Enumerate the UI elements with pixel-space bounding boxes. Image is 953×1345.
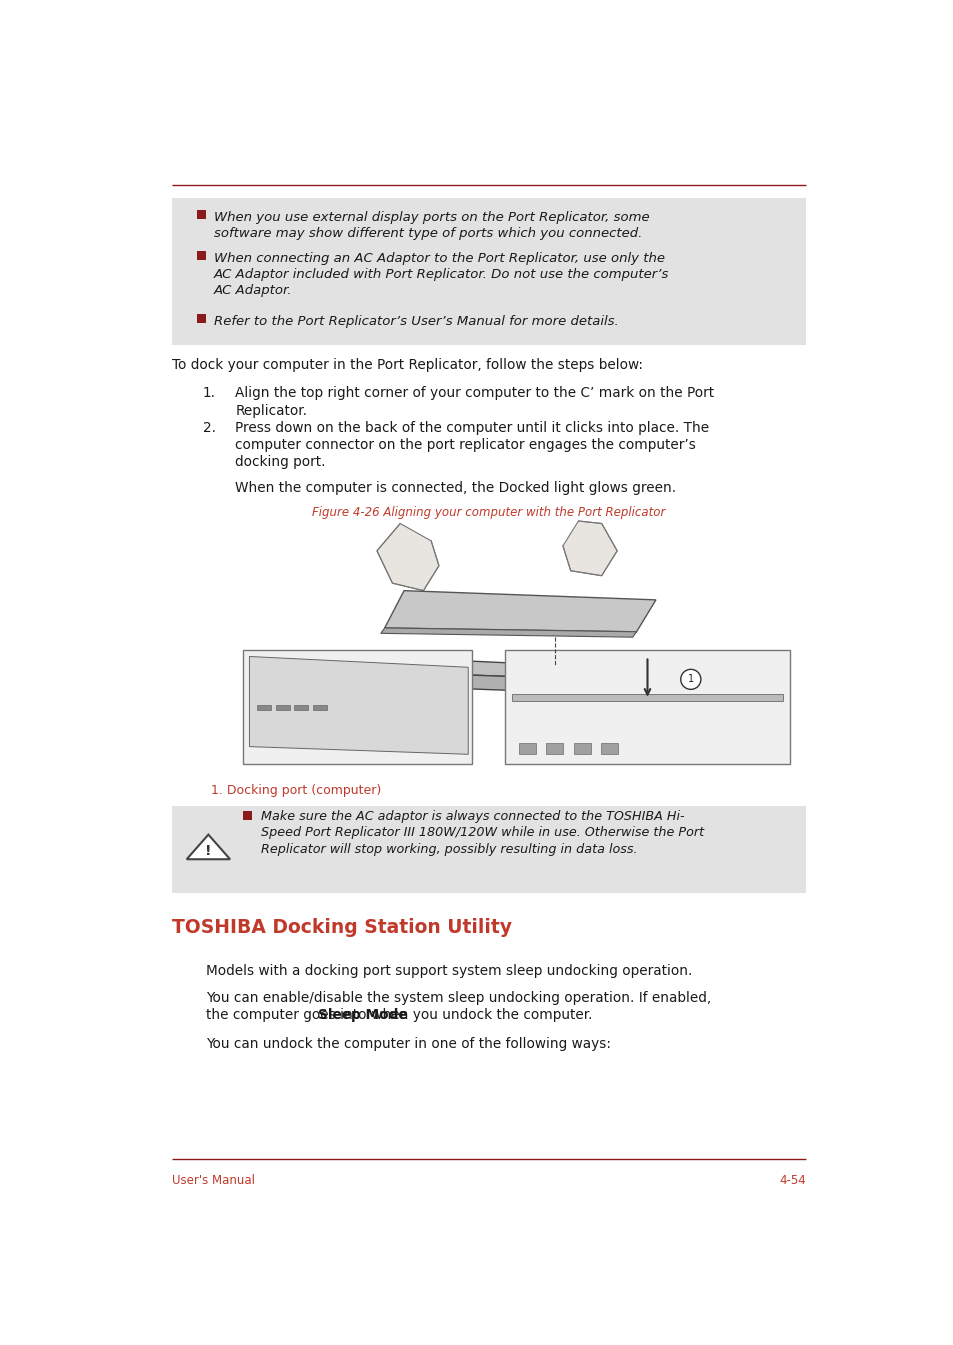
Text: 1. Docking port (computer): 1. Docking port (computer) — [211, 784, 380, 796]
Text: 2.: 2. — [203, 421, 215, 434]
FancyBboxPatch shape — [275, 705, 290, 710]
Text: Models with a docking port support system sleep undocking operation.: Models with a docking port support syste… — [206, 964, 692, 978]
FancyBboxPatch shape — [243, 651, 472, 764]
Text: When the computer is connected, the Docked light glows green.: When the computer is connected, the Dock… — [235, 482, 676, 495]
Text: Sleep Mode: Sleep Mode — [318, 1009, 408, 1022]
FancyBboxPatch shape — [239, 521, 793, 769]
Text: 1: 1 — [687, 674, 693, 685]
Polygon shape — [380, 628, 636, 638]
Text: !: ! — [205, 843, 212, 858]
Text: Refer to the Port Replicator’s User’s Manual for more details.: Refer to the Port Replicator’s User’s Ma… — [213, 315, 618, 328]
Polygon shape — [376, 523, 438, 590]
FancyBboxPatch shape — [518, 742, 536, 755]
Text: When connecting an AC Adaptor to the Port Replicator, use only the
AC Adaptor in: When connecting an AC Adaptor to the Por… — [213, 253, 668, 297]
Text: when you undock the computer.: when you undock the computer. — [367, 1009, 592, 1022]
Text: Press down on the back of the computer until it clicks into place. The
computer : Press down on the back of the computer u… — [235, 421, 709, 469]
Text: 1.: 1. — [203, 386, 215, 401]
FancyBboxPatch shape — [505, 651, 789, 764]
Text: the computer goes into: the computer goes into — [206, 1009, 371, 1022]
FancyBboxPatch shape — [257, 705, 271, 710]
Bar — [196, 313, 206, 323]
Text: To dock your computer in the Port Replicator, follow the steps below:: To dock your computer in the Port Replic… — [172, 358, 642, 371]
Polygon shape — [384, 590, 656, 632]
Polygon shape — [562, 521, 617, 576]
Bar — [243, 811, 252, 819]
Polygon shape — [376, 658, 694, 682]
FancyBboxPatch shape — [573, 742, 590, 755]
FancyBboxPatch shape — [172, 198, 805, 344]
Polygon shape — [249, 656, 468, 755]
Text: You can enable/disable the system sleep undocking operation. If enabled,: You can enable/disable the system sleep … — [206, 991, 711, 1006]
Polygon shape — [376, 671, 671, 697]
Text: When you use external display ports on the Port Replicator, some
software may sh: When you use external display ports on t… — [213, 211, 649, 241]
FancyBboxPatch shape — [294, 705, 308, 710]
FancyBboxPatch shape — [546, 742, 563, 755]
Bar — [196, 250, 206, 260]
Text: Figure 4-26 Aligning your computer with the Port Replicator: Figure 4-26 Aligning your computer with … — [312, 506, 665, 519]
Text: Align the top right corner of your computer to the C’ mark on the Port
Replicato: Align the top right corner of your compu… — [235, 386, 714, 417]
Text: TOSHIBA Docking Station Utility: TOSHIBA Docking Station Utility — [172, 917, 512, 936]
Text: 4-54: 4-54 — [779, 1174, 805, 1186]
Text: Make sure the AC adaptor is always connected to the TOSHIBA Hi-
Speed Port Repli: Make sure the AC adaptor is always conne… — [261, 810, 703, 855]
Bar — [196, 210, 206, 219]
FancyBboxPatch shape — [600, 742, 618, 755]
Circle shape — [680, 670, 700, 690]
FancyBboxPatch shape — [313, 705, 327, 710]
Text: User's Manual: User's Manual — [172, 1174, 254, 1186]
Text: You can undock the computer in one of the following ways:: You can undock the computer in one of th… — [206, 1037, 611, 1050]
FancyBboxPatch shape — [511, 694, 782, 701]
FancyBboxPatch shape — [172, 806, 805, 893]
Polygon shape — [187, 835, 230, 859]
